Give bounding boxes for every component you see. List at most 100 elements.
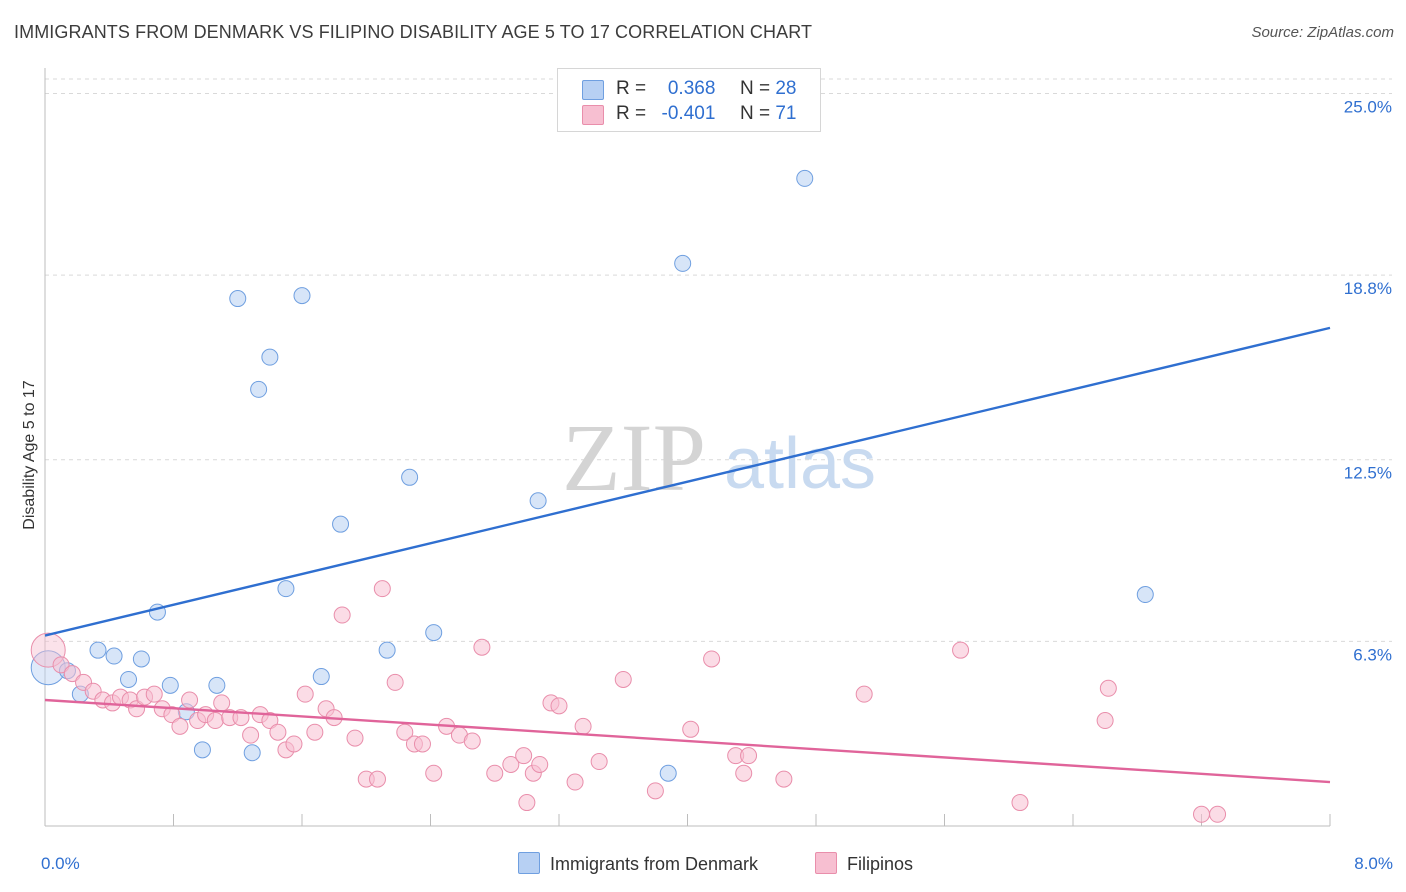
data-point-filipinos [531,755,549,773]
data-point-filipinos [333,606,351,624]
data-point-filipinos [346,729,364,747]
legend-r-label: R = [616,103,647,124]
data-point-denmark [332,515,350,533]
y-tick-label: 25.0% [1344,97,1392,116]
data-point-filipinos [285,735,303,753]
data-point-denmark [378,641,396,659]
y-tick-label: 6.3% [1353,645,1392,664]
data-point-filipinos [473,638,491,656]
data-point-filipinos [735,764,753,782]
data-point-filipinos [515,747,533,765]
data-point-denmark [120,670,138,688]
data-point-denmark [674,254,692,272]
data-point-filipinos [775,770,793,788]
data-point-denmark [312,668,330,686]
source-label: Source: ZipAtlas.com [1251,24,1394,41]
data-point-filipinos [386,673,404,691]
data-point-filipinos [52,656,70,674]
legend-n-value: 71 [775,103,797,124]
data-point-filipinos [63,665,81,683]
trend-line-filipinos [44,698,1331,784]
data-point-filipinos [574,717,592,735]
data-point-filipinos [163,706,181,724]
data-point-denmark [250,380,268,398]
data-point-filipinos [306,723,324,741]
data-point-denmark [243,744,261,762]
data-point-filipinos [296,685,314,703]
data-point-filipinos [373,580,391,598]
data-point-denmark [89,641,107,659]
data-point-filipinos [703,650,721,668]
bottom-legend-label: Immigrants from Denmark [550,854,759,874]
data-point-denmark [208,676,226,694]
legend-r-label: R = [616,78,647,99]
legend-r-value: 0.368 [667,78,716,99]
data-point-filipinos [566,773,584,791]
data-point-denmark [796,169,814,187]
watermark-atlas: atlas [724,424,876,504]
legend-r-value: -0.401 [661,103,716,124]
data-point-denmark [261,348,279,366]
data-point-denmark [529,492,547,510]
legend-n-value: 28 [775,78,797,99]
data-point-filipinos [550,697,568,715]
data-point-filipinos [590,753,608,771]
data-point-filipinos [181,691,199,709]
correlation-legend: R = 0.368 N = 28 R = -0.401 N = 71 [557,68,821,132]
x-tick-label: 0.0% [41,854,80,873]
data-point-filipinos [614,670,632,688]
bottom-legend-denmark: Immigrants from Denmark [518,852,758,875]
trend-line-denmark [44,326,1331,637]
chart-title: IMMIGRANTS FROM DENMARK VS FILIPINO DISA… [14,22,813,42]
legend-swatch-blue [582,80,604,100]
data-point-filipinos [171,717,189,735]
legend-swatch-pink [582,105,604,125]
data-point-denmark [425,624,443,642]
data-point-filipinos [855,685,873,703]
data-point-denmark [1136,586,1154,604]
data-point-filipinos [463,732,481,750]
data-point-denmark [132,650,150,668]
data-point-filipinos [740,747,758,765]
data-point-denmark [401,468,419,486]
bottom-legend-filipinos: Filipinos [815,852,913,875]
data-point-filipinos [682,720,700,738]
data-point-filipinos [261,712,279,730]
bottom-legend-swatch-pink [815,852,837,874]
data-point-filipinos [502,755,520,773]
data-point-denmark [229,290,247,308]
y-tick-label: 18.8% [1344,279,1392,298]
data-points [30,169,1227,823]
bottom-legend-swatch-blue [518,852,540,874]
data-point-filipinos [425,764,443,782]
data-point-denmark [105,647,123,665]
bottom-legend-label: Filipinos [847,854,914,874]
legend-n-label: N = [739,103,771,124]
data-point-filipinos [1096,712,1114,730]
data-point-filipinos [518,794,536,812]
data-point-denmark [193,741,211,759]
data-point-filipinos [952,641,970,659]
watermark-zip: ZIP [562,404,706,511]
legend-n-label: N = [739,78,771,99]
data-point-denmark [277,580,295,598]
data-point-denmark [293,287,311,305]
data-point-filipinos [1209,805,1227,823]
data-point-filipinos [269,723,287,741]
data-point-filipinos [1011,794,1029,812]
tick-labels: 6.3% 12.5% 18.8% 25.0% 0.0% 8.0% [41,97,1393,873]
data-point-filipinos [368,770,386,788]
data-point-filipinos [145,685,163,703]
data-point-filipinos [206,712,224,730]
data-point-filipinos [646,782,664,800]
y-tick-label: 12.5% [1344,464,1392,483]
data-point-denmark [161,676,179,694]
data-point-filipinos [486,764,504,782]
x-tick-label: 8.0% [1354,854,1393,873]
data-point-filipinos [413,735,431,753]
data-point-filipinos [242,726,260,744]
data-point-filipinos [396,723,414,741]
data-point-filipinos [213,694,231,712]
watermark: ZIP atlas [562,404,876,511]
